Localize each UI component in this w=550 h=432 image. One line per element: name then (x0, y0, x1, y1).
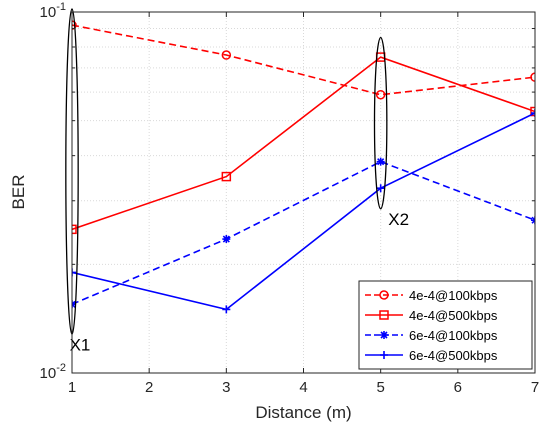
x-tick-label: 3 (222, 379, 230, 396)
legend-marker (379, 290, 389, 300)
x-tick-label: 7 (531, 379, 539, 396)
data-point (72, 224, 77, 235)
legend-label: 6e-4@100kbps (409, 328, 498, 343)
legend-item: 4e-4@500kbps (365, 308, 498, 323)
x-tick-label: 6 (454, 379, 462, 396)
data-point (530, 106, 535, 117)
data-point (72, 20, 77, 30)
legend-item: 6e-4@100kbps (365, 328, 498, 343)
data-point (222, 305, 231, 314)
legend-label: 4e-4@500kbps (409, 308, 498, 323)
data-point (72, 268, 76, 277)
legend-marker (380, 351, 388, 359)
legend-marker (380, 331, 388, 339)
x-tick-label: 5 (376, 379, 384, 396)
data-point (376, 157, 385, 166)
legend-label: 4e-4@100kbps (409, 288, 498, 303)
ellipse-x2 (373, 36, 388, 210)
series-line (72, 112, 535, 311)
legend-label: 6e-4@500kbps (409, 348, 498, 363)
legend-item: 6e-4@500kbps (365, 348, 498, 363)
y-tick-label: 10-1 (40, 1, 66, 21)
x-axis-title: Distance (m) (255, 403, 351, 422)
y-tick-label: 10-2 (40, 362, 66, 382)
data-point (222, 235, 231, 244)
legend-marker (379, 310, 389, 320)
series-line (72, 24, 535, 96)
legend: 4e-4@100kbps 4e-4@500kbps 6e-4@100kbps 6e-4… (358, 280, 533, 370)
series-layer (72, 20, 535, 314)
annotation-x1: X1 (70, 335, 91, 354)
data-point (531, 109, 535, 118)
x-tick-label: 2 (145, 379, 153, 396)
legend-item: 4e-4@100kbps (365, 288, 498, 303)
y-axis-title: BER (9, 175, 28, 210)
x-tick-label: 1 (68, 379, 76, 396)
data-point (221, 171, 232, 182)
series-line (72, 160, 535, 306)
series-4 (72, 109, 535, 314)
data-point (221, 50, 232, 60)
series-line (72, 56, 535, 231)
data-point (376, 184, 385, 193)
data-point (375, 89, 386, 100)
x-tick-label: 4 (299, 379, 307, 396)
annotation-x2: X2 (388, 210, 409, 229)
series-3 (72, 157, 535, 309)
series-1 (72, 20, 535, 100)
axes: 1 2 3 4 5 6 7 10-1 10-2 (40, 1, 540, 396)
data-point (530, 72, 535, 82)
